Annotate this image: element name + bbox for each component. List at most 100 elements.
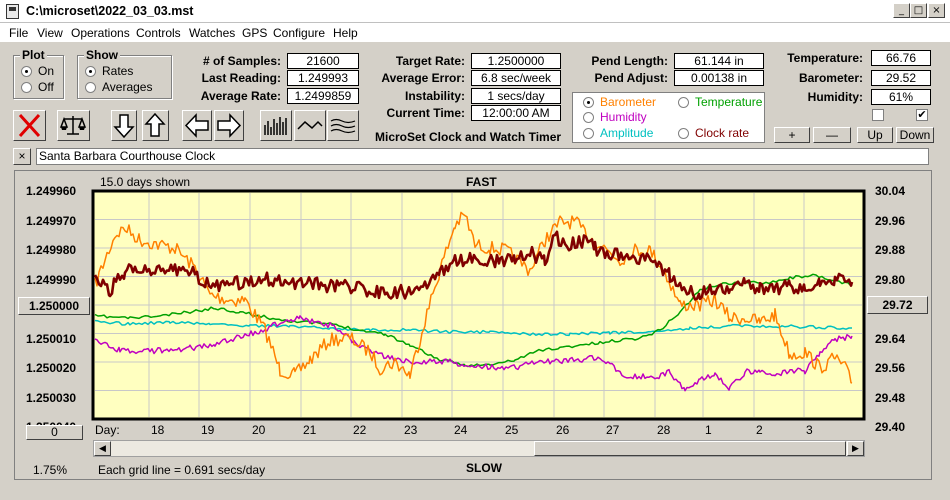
zero-button[interactable]: 0 — [26, 425, 83, 440]
average-rate-label: Average Rate: — [200, 89, 281, 103]
percent-label: 1.75% — [33, 463, 68, 477]
scale-up-button[interactable]: Up — [857, 127, 893, 143]
menu-file[interactable]: File — [9, 26, 29, 40]
right-button[interactable] — [214, 110, 244, 141]
temperature-radio[interactable] — [678, 97, 689, 108]
scroll-left-icon[interactable]: ◀ — [94, 441, 111, 456]
menu-view[interactable]: View — [37, 26, 63, 40]
minimize-button[interactable]: _ — [893, 3, 910, 18]
menu-watches[interactable]: Watches — [189, 26, 236, 40]
plot-group: Plot On Off — [13, 48, 64, 99]
plot-group-label: Plot — [20, 48, 47, 62]
amplitude-radio[interactable] — [583, 128, 594, 139]
humidity-radio[interactable] — [583, 112, 594, 123]
last-reading-label: Last Reading: — [201, 71, 281, 85]
instability-field: 1 secs/day — [471, 88, 561, 104]
x-tick-label: 1 — [705, 423, 712, 437]
clear-button[interactable] — [13, 110, 46, 141]
pend-adjust-field: 0.00138 in — [674, 70, 764, 86]
menu-operations[interactable]: Operations — [71, 26, 130, 40]
plot-on-radio[interactable] — [21, 66, 32, 77]
up-button[interactable] — [142, 110, 169, 141]
menu-gps[interactable]: GPS — [242, 26, 268, 40]
temperature-label: Temperature: — [787, 51, 863, 65]
series-barometer — [94, 211, 853, 384]
pend-length-label: Pend Length: — [591, 54, 668, 68]
arrow-left-icon — [184, 113, 209, 138]
y-tick-right: 29.96 — [875, 213, 906, 228]
menu-bar: File View Operations Controls Watches GP… — [0, 23, 950, 42]
humidity-label: Humidity: — [807, 90, 863, 104]
app-name: MicroSet Clock and Watch Timer — [375, 130, 562, 144]
y-tick-right: 29.40 — [875, 420, 906, 434]
plot-off-label: Off — [38, 80, 54, 94]
y-tick-left: 1.250010 — [26, 331, 77, 346]
x-tick-label: 19 — [201, 423, 215, 437]
line-graph-icon — [297, 120, 323, 130]
x-tick-label: 27 — [606, 423, 620, 437]
menu-configure[interactable]: Configure — [273, 26, 326, 40]
pend-length-field: 61.144 in — [674, 53, 764, 69]
show-rates-radio[interactable] — [85, 66, 96, 77]
left-button[interactable] — [182, 110, 212, 141]
days-shown: 15.0 days shown — [100, 175, 191, 189]
y-tick-right: 29.64 — [875, 331, 906, 346]
y-tick-right: 29.80 — [875, 272, 906, 287]
maximize-button[interactable]: □ — [910, 3, 927, 18]
y-tick-left: 1.249980 — [26, 243, 77, 257]
clock-rate-radio[interactable] — [678, 128, 689, 139]
target-rate-field[interactable]: 1.2500000 — [471, 53, 561, 69]
menu-controls[interactable]: Controls — [136, 26, 181, 40]
scale-plus-button[interactable]: + — [774, 127, 810, 143]
plot-on-label: On — [38, 64, 55, 78]
show-group: Show Rates Averages — [77, 48, 172, 99]
show-averages-label: Averages — [102, 80, 153, 94]
current-time-field: 12:00:00 AM — [471, 105, 561, 121]
barometer-option-label: Barometer — [600, 95, 657, 109]
left-checkbox[interactable] — [872, 109, 884, 121]
plot-selector: Barometer Temperature Humidity Amplitude… — [572, 92, 765, 143]
clock-name-close-button[interactable]: × — [13, 148, 31, 165]
average-rate-field: 1.2499859 — [287, 88, 359, 104]
x-axis-label: Day: — [95, 423, 120, 437]
menu-help[interactable]: Help — [333, 26, 358, 40]
app-icon[interactable] — [6, 4, 19, 19]
plot-off-radio[interactable] — [21, 82, 32, 93]
show-group-label: Show — [84, 48, 120, 62]
center-baro-button[interactable]: 29.72 — [867, 296, 928, 314]
y-tick-right: 30.04 — [875, 184, 906, 198]
center-rate-button[interactable]: 1.250000 — [18, 297, 90, 315]
clock-name-input[interactable]: Santa Barbara Courthouse Clock — [36, 148, 929, 165]
line-graph-button[interactable] — [294, 110, 326, 141]
show-rates-label: Rates — [102, 64, 134, 78]
bar-graph-icon — [264, 117, 287, 135]
time-scrollbar[interactable]: ◀ ▶ — [93, 440, 865, 457]
y-tick-right: 29.88 — [875, 243, 906, 257]
average-error-field: 6.8 sec/week — [471, 70, 561, 86]
y-tick-left: 1.249970 — [26, 213, 77, 228]
bar-graph-button[interactable] — [260, 110, 292, 141]
close-button[interactable]: × — [928, 3, 945, 18]
samples-label: # of Samples: — [202, 54, 281, 68]
right-checkbox[interactable]: ✔ — [916, 109, 928, 121]
scroll-right-icon[interactable]: ▶ — [847, 441, 864, 456]
scale-down-button[interactable]: Down — [896, 127, 934, 143]
y-tick-right: 29.48 — [875, 390, 906, 405]
arrow-up-icon — [144, 112, 166, 137]
balance-button[interactable] — [57, 110, 90, 141]
x-tick-label: 28 — [657, 423, 671, 437]
window-title: C:\microset\2022_03_03.mst — [26, 4, 194, 18]
scale-minus-button[interactable]: — — [813, 127, 851, 143]
scroll-thumb[interactable] — [534, 441, 846, 456]
down-button[interactable] — [111, 110, 137, 141]
series-amplitude — [94, 319, 852, 337]
current-time-label: Current Time: — [386, 106, 465, 120]
show-averages-radio[interactable] — [85, 82, 96, 93]
arrow-right-icon — [217, 113, 242, 138]
y-tick-left: 1.249960 — [26, 184, 77, 198]
smooth-graph-button[interactable] — [327, 110, 359, 141]
barometer-radio[interactable] — [583, 97, 594, 108]
x-tick-label: 25 — [505, 423, 519, 437]
series-humidity — [94, 315, 853, 392]
series-clock-rate — [93, 230, 854, 301]
